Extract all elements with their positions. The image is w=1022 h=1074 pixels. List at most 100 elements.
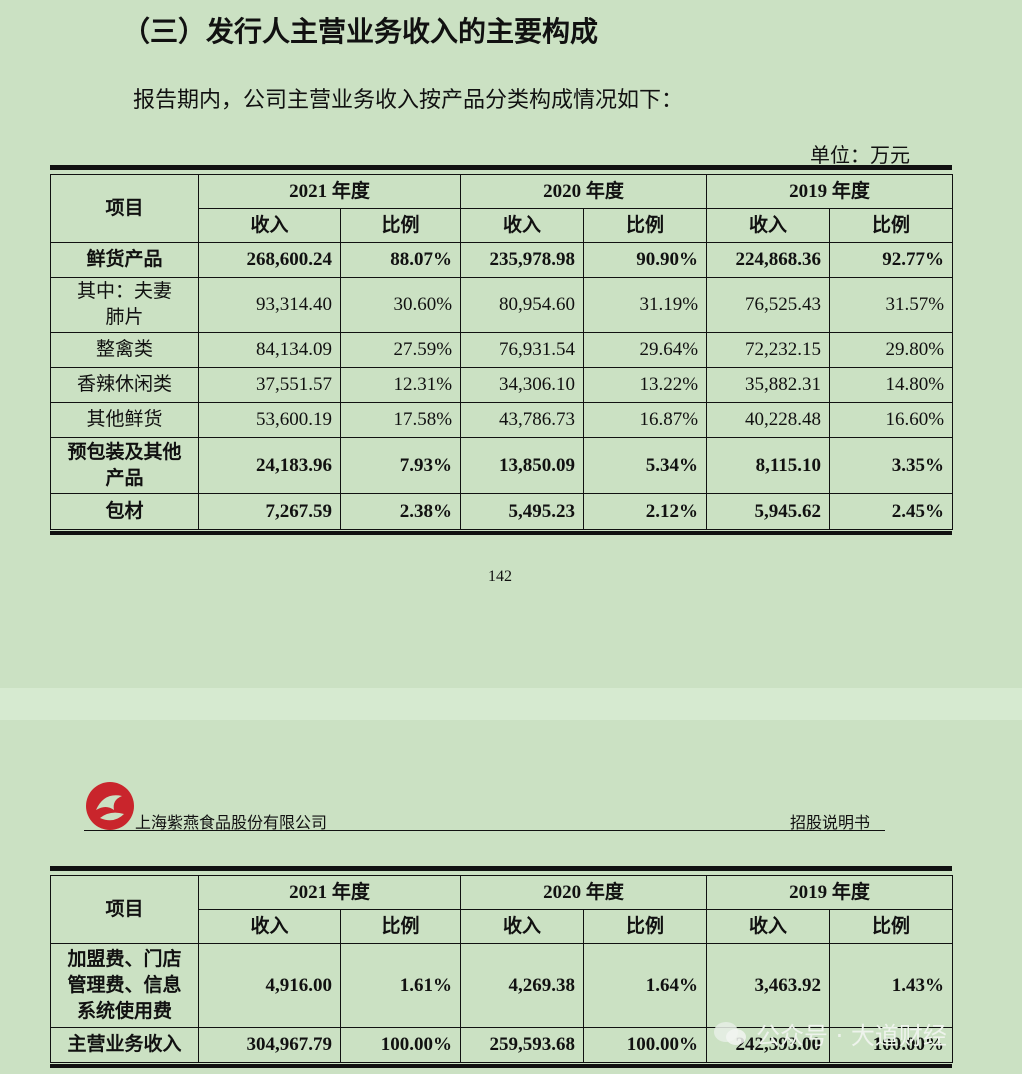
table-cell: 29.64% [583,332,708,368]
table-cell: 90.90% [583,242,708,278]
table-row: 其他鲜货 53,600.19 17.58% 43,786.73 16.87% 40,228… [50,402,954,438]
table: 项目 2021 年度 2020 年度 2019 年度 收入 比例 收入 比例 收入 比例 加盟费、门… [50,875,954,1063]
table-cell: 35,882.31 [706,367,831,403]
table-cell: 53,600.19 [198,402,341,438]
header-cell: 收入 [198,208,341,243]
table-cell: 2.38% [339,493,462,530]
table-cell: 92.77% [829,242,954,278]
table-cell: 加盟费、门店 管理费、信息 系统使用费 [50,943,199,1028]
table-cell: 其他鲜货 [50,402,199,438]
table-cell: 88.07% [339,242,462,278]
table-cell: 84,134.09 [198,332,341,368]
header-cell: 收入 [706,208,831,243]
table-cell: 2.12% [583,493,708,530]
heading: （三）发行人主营业务收入的主要构成 [122,17,599,48]
header-cell: 比例 [583,208,708,243]
table-cell: 304,967.79 [198,1027,341,1063]
table-row: 主营业务收入 304,967.79 100.00% 259,593.68 100.00%… [50,1027,954,1063]
header-cell: 收入 [460,208,585,243]
table-cell: 27.59% [339,332,462,368]
table-cell: 224,868.36 [706,242,831,278]
table-cell: 259,593.68 [460,1027,585,1063]
table-cell: 7.93% [339,437,462,494]
table-cell: 16.60% [829,402,954,438]
table-cell: 5,945.62 [706,493,831,530]
table-cell: 3,463.92 [706,943,831,1028]
table-row: 包材 7,267.59 2.38% 5,495.23 2.12% 5,945.62 2.45… [50,493,954,530]
header-cell: 比例 [339,909,462,944]
table-body: 项目 2021 年度 2020 年度 2019 年度 收入 比例 收入 比例 收入 比例 加盟费、门… [50,875,954,1063]
header-cell: 项目 [50,174,199,243]
table-cell: 17.58% [339,402,462,438]
page-number: 142 [488,568,512,585]
table-cell: 鲜货产品 [50,242,199,278]
document-name: 招股说明书 [790,815,871,832]
table-cell: 29.80% [829,332,954,368]
table-row: 其中：夫妻 肺片 93,314.40 30.60% 80,954.60 31.19% 76… [50,277,954,333]
table-row: 整禽类 84,134.09 27.59% 76,931.54 29.64% 72,232.… [50,332,954,368]
table-cell: 5.34% [583,437,708,494]
table-cell: 1.64% [583,943,708,1028]
table-cell: 预包装及其他 产品 [50,437,199,494]
table-cell: 包材 [50,493,199,530]
table-row: 加盟费、门店 管理费、信息 系统使用费 4,916.00 1.61% 4,269.38… [50,943,954,1028]
header-row: 收入 比例 收入 比例 收入 比例 [51,208,954,243]
table-cell: 37,551.57 [198,367,341,403]
header-cell: 2019 年度 [706,875,954,910]
table-cell: 72,232.15 [706,332,831,368]
table: 项目 2021 年度 2020 年度 2019 年度 收入 比例 收入 比例 收入 比例 鲜货产品 2… [50,174,954,530]
table-cell: 76,525.43 [706,277,831,333]
table-row: 香辣休闲类 37,551.57 12.31% 34,306.10 13.22% 35,88… [50,367,954,403]
table-cell: 235,978.98 [460,242,585,278]
intro: 报告期内，公司主营业务收入按产品分类构成情况如下： [133,87,684,112]
table-cell: 24,183.96 [198,437,341,494]
table-cell: 3.35% [829,437,954,494]
table-cell: 31.57% [829,277,954,333]
header-row: 收入 比例 收入 比例 收入 比例 [51,909,954,944]
header-cell: 比例 [829,208,954,243]
table-cell: 80,954.60 [460,277,585,333]
rule [50,866,952,871]
table-cell: 100.00% [829,1027,954,1063]
table-cell: 268,600.24 [198,242,341,278]
watermark-icon [714,1022,746,1045]
table-cell: 1.43% [829,943,954,1028]
header-cell: 比例 [829,909,954,944]
table-cell: 1.61% [339,943,462,1028]
header-cell: 比例 [339,208,462,243]
table-body: 项目 2021 年度 2020 年度 2019 年度 收入 比例 收入 比例 收入 比例 鲜货产品 2… [50,174,954,530]
table-cell: 100.00% [339,1027,462,1063]
table-cell: 16.87% [583,402,708,438]
table-cell: 13.22% [583,367,708,403]
page-gap [0,688,1022,720]
unit: 单位：万元 [810,145,910,167]
table-cell: 4,269.38 [460,943,585,1028]
table-cell: 100.00% [583,1027,708,1063]
table-cell: 40,228.48 [706,402,831,438]
table-row: 预包装及其他 产品 24,183.96 7.93% 13,850.09 5.34% 8,1… [50,437,954,494]
header-cell: 2020 年度 [460,174,708,209]
header-cell: 项目 [50,875,199,944]
table-cell: 2.45% [829,493,954,530]
header-cell: 收入 [460,909,585,944]
table-cell: 4,916.00 [198,943,341,1028]
table-row: 鲜货产品 268,600.24 88.07% 235,978.98 90.90% 224,… [50,242,954,278]
table-cell: 7,267.59 [198,493,341,530]
header-rule [84,830,885,831]
table-cell: 13,850.09 [460,437,585,494]
rule [50,165,952,170]
header-cell: 2019 年度 [706,174,954,209]
header-cell: 收入 [198,909,341,944]
header-cell: 2021 年度 [197,174,462,209]
logo [86,782,134,830]
watermark: 公众号 · 大道财经 [756,1022,947,1050]
header-row: 项目 2021 年度 2020 年度 2019 年度 [50,875,954,944]
table-cell: 8,115.10 [706,437,831,494]
header-cell: 比例 [583,909,708,944]
table-cell: 5,495.23 [460,493,585,530]
table-cell: 43,786.73 [460,402,585,438]
company: 上海紫燕食品股份有限公司 [135,815,328,832]
table-cell: 93,314.40 [198,277,341,333]
header-cell: 2021 年度 [197,875,462,910]
